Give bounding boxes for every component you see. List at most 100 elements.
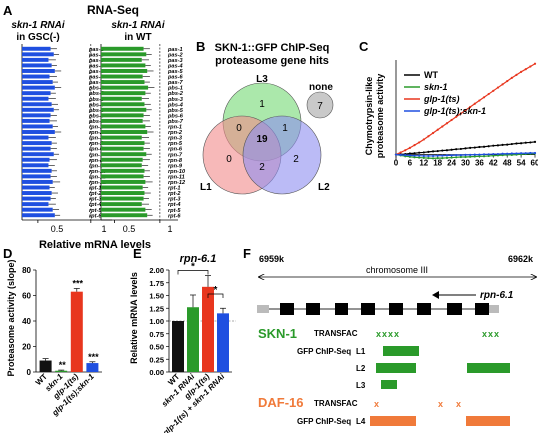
series-point-3-11 [445, 154, 449, 157]
bar-rpn-9 [22, 163, 49, 168]
y-tick-label-7: 1.75 [149, 279, 164, 288]
series-point-1-21 [492, 154, 495, 157]
venn-count-l1-only: 0 [226, 154, 232, 165]
gene-label-pas-5: pas-5 [88, 69, 105, 75]
sig-bracket-2 [207, 293, 224, 298]
bar-rpn-5 [22, 141, 52, 146]
bar-pbs-5 [101, 107, 147, 112]
bar-pas-7 [101, 80, 145, 85]
legend-label-glp1-skn1: glp-1(ts);skn-1 [423, 106, 486, 116]
bar-rpn-10 [101, 168, 145, 173]
bar-rpt-3 [22, 196, 51, 201]
series-point-2-30 [533, 62, 537, 65]
series-point-3-8 [431, 154, 435, 158]
series-point-3-22 [496, 152, 500, 156]
series-point-2-11 [445, 122, 449, 125]
gene-label-pbs-3: pbs-3 [167, 97, 184, 103]
exon-8 [475, 303, 489, 315]
track-label-l1: L1 [356, 347, 366, 356]
series-point-2-25 [510, 76, 513, 79]
series-point-2-21 [492, 89, 495, 92]
series-point-1-18 [478, 155, 481, 158]
bar-pas-7 [22, 80, 53, 85]
series-point-2-1 [399, 151, 402, 154]
series-point-2-29 [529, 65, 532, 68]
series-point-3-19 [482, 153, 486, 156]
gene-label-rpn-9: rpn-9 [89, 163, 104, 169]
series-point-2-28 [524, 68, 527, 71]
x-tick-label-6: 6 [408, 159, 413, 168]
bar-pas-4 [101, 63, 146, 68]
series-point-3-25 [510, 152, 513, 155]
series-point-3-3 [408, 154, 411, 157]
gene-label-pas-6: pas-6 [167, 75, 184, 81]
series-point-1-8 [431, 157, 435, 160]
bar-0 [39, 360, 52, 372]
panel-d-ylabel: Proteasome activity (slope) [6, 259, 16, 376]
sig-mark-3: *** [88, 352, 99, 362]
gene-label-rpn-6: rpn-6 [168, 147, 183, 153]
y-tick-label-1: 20 [22, 343, 31, 352]
gene-label-rpn-2: rpn-2 [89, 130, 104, 136]
gene-label-pbs-6: pbs-6 [167, 113, 184, 119]
series-point-2-18 [478, 99, 481, 102]
gene-label-pas-2: pas-2 [167, 52, 184, 58]
panel-a-right-title-2: in WT [124, 32, 151, 43]
series-point-2-7 [427, 135, 430, 138]
y-tick-label-3: 0.75 [149, 330, 164, 339]
series-point-2-26 [515, 73, 518, 76]
gene-label-pas-6: pas-6 [88, 75, 105, 81]
series-point-0-27 [520, 142, 523, 145]
bar-pas-3 [22, 57, 49, 62]
series-point-3-17 [473, 153, 476, 156]
series-point-3-20 [487, 153, 490, 156]
x-tick-label-36: 36 [475, 159, 484, 168]
panel-a: A RNA-Seq skn-1 RNAi in GSC(-) skn-1 RNA… [3, 3, 186, 251]
series-point-1-17 [473, 155, 476, 158]
series-point-0-24 [506, 143, 509, 146]
series-point-2-23 [501, 83, 504, 86]
x-tick-label-30: 30 [461, 159, 470, 168]
bar-rpt-2 [101, 191, 145, 196]
sig-bracket-1 [177, 270, 209, 275]
series-point-0-9 [436, 149, 439, 153]
bar-pbs-2 [22, 91, 51, 96]
series-point-0-15 [464, 147, 467, 150]
bar-rpn-11 [22, 174, 51, 179]
exon-1 [280, 303, 294, 315]
y-tick-label-3: 60 [22, 292, 31, 301]
skn1-chip-label: GFP ChIP-Seq [297, 347, 351, 356]
gene-label-rpt-3: rpt-3 [168, 197, 181, 203]
sig-mark-1: * [191, 262, 195, 273]
gene-label-rpn-1: rpn-1 [168, 125, 182, 131]
x-tick-label-24: 24 [447, 159, 456, 168]
bar-pbs-3 [22, 96, 49, 101]
gene-label-rpn-6: rpn-6 [89, 147, 104, 153]
gene-label-rpt-5: rpt-5 [168, 208, 181, 214]
gene-label-pas-7: pas-7 [167, 80, 184, 86]
panel-e-title: rpn-6.1 [180, 253, 217, 265]
bar-pas-3 [101, 57, 142, 62]
series-point-0-11 [445, 149, 449, 152]
series-point-3-28 [524, 152, 527, 155]
y-tick-label-2: 40 [22, 317, 31, 326]
series-point-3-29 [529, 151, 532, 155]
bar-3 [217, 313, 229, 372]
bar-rpn-9 [101, 163, 142, 168]
series-point-3-18 [478, 153, 481, 156]
y-tick-label-0: 0 [27, 368, 32, 377]
y-tick-label-5: 1.25 [149, 304, 164, 313]
bar-rpt-5 [101, 207, 146, 212]
gene-label-pas-7: pas-7 [88, 80, 105, 86]
gene-label-rpt-1: rpt-1 [168, 186, 180, 192]
venn-count-l2-only: 2 [293, 154, 299, 165]
gene-label-rpn-8: rpn-8 [168, 158, 183, 164]
bar-rpt-3 [101, 196, 144, 201]
gene-label-pas-2: pas-2 [88, 52, 105, 58]
bar-pbs-4 [101, 102, 145, 107]
gene-label-rpt-6: rpt-6 [89, 213, 102, 219]
venn-set-l2 [242, 115, 322, 195]
bar-rpt-4 [101, 202, 142, 207]
bar-pbs-6 [101, 113, 144, 118]
bar-rpn-8 [101, 157, 143, 162]
